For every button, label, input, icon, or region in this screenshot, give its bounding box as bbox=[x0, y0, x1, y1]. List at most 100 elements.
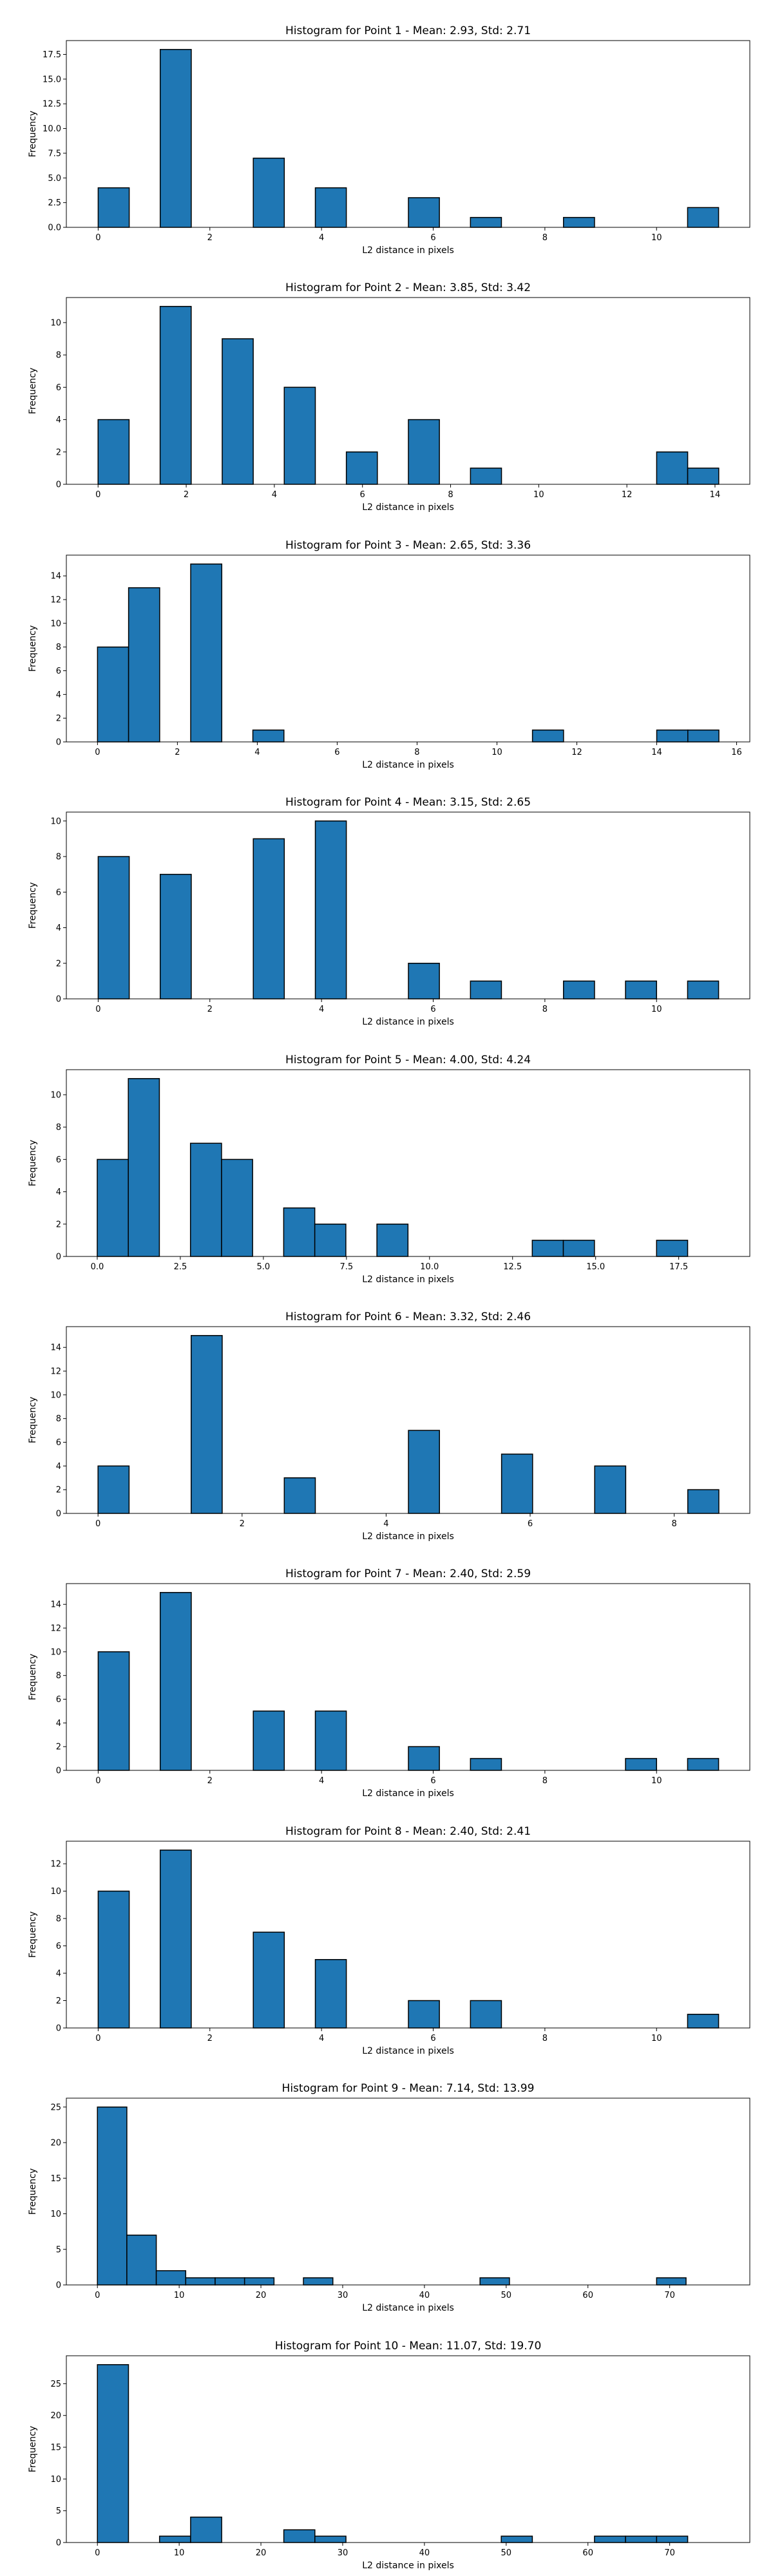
x-tick-label: 6 bbox=[334, 748, 339, 757]
y-tick-label: 4 bbox=[56, 923, 61, 933]
histogram-bar bbox=[128, 587, 160, 743]
chart-point-8: Histogram for Point 8 - Mean: 2.40, Std:… bbox=[28, 1825, 750, 2056]
y-tick-label: 0 bbox=[56, 2281, 61, 2291]
chart-title: Histogram for Point 6 - Mean: 3.32, Std:… bbox=[285, 1311, 531, 1323]
histogram-bar bbox=[159, 306, 192, 485]
x-tick-label: 0 bbox=[95, 233, 100, 243]
y-axis-label: Frequency bbox=[28, 1397, 38, 1443]
y-tick-label: 8 bbox=[56, 853, 61, 862]
histogram-bar bbox=[155, 2270, 187, 2286]
histogram-bar bbox=[159, 1850, 192, 2029]
bars bbox=[97, 820, 720, 999]
y-tick-label: 2 bbox=[56, 1220, 61, 1229]
histogram-bar bbox=[470, 980, 502, 999]
y-tick-label: 6 bbox=[56, 1942, 61, 1951]
y-tick-label: 6 bbox=[56, 1438, 61, 1448]
x-tick-label: 10 bbox=[651, 2034, 662, 2043]
histogram-bar bbox=[656, 2535, 689, 2543]
y-tick-label: 0 bbox=[56, 738, 61, 748]
y-tick-label: 8 bbox=[56, 1123, 61, 1133]
histogram-bar bbox=[408, 197, 440, 228]
y-tick-label: 25 bbox=[50, 2103, 61, 2112]
y-tick-label: 5 bbox=[56, 2245, 61, 2255]
histogram-bar bbox=[687, 468, 720, 485]
chart-title: Histogram for Point 3 - Mean: 2.65, Std:… bbox=[285, 539, 531, 552]
x-tick-label: 20 bbox=[256, 2291, 267, 2300]
histogram-bar bbox=[283, 2529, 316, 2543]
y-tick-label: 10 bbox=[50, 1647, 61, 1657]
histogram-bar bbox=[252, 729, 285, 743]
histogram-bar bbox=[687, 1489, 720, 1514]
x-tick-label: 10 bbox=[651, 1776, 662, 1786]
y-tick-label: 14 bbox=[50, 1343, 61, 1353]
histogram-bar bbox=[97, 419, 130, 485]
y-axis-label: Frequency bbox=[28, 2168, 38, 2215]
x-tick-label: 2 bbox=[207, 1005, 213, 1014]
y-tick-label: 4 bbox=[56, 690, 61, 700]
histogram-bar bbox=[479, 2277, 510, 2286]
histogram-bar bbox=[253, 157, 285, 228]
histogram-bar bbox=[376, 1224, 409, 1257]
chart-point-6: Histogram for Point 6 - Mean: 3.32, Std:… bbox=[28, 1311, 750, 1542]
histogram-bar bbox=[159, 1592, 192, 1771]
histogram-bar bbox=[408, 1430, 440, 1514]
histogram-bar bbox=[190, 564, 223, 743]
histogram-bar bbox=[97, 187, 130, 228]
x-tick-label: 12 bbox=[622, 490, 633, 500]
bars bbox=[97, 564, 720, 743]
x-tick-label: 16 bbox=[731, 748, 742, 757]
x-axis-label: L2 distance in pixels bbox=[362, 502, 454, 513]
axes-frame bbox=[66, 297, 750, 485]
histogram-bar bbox=[562, 1240, 595, 1257]
y-tick-label: 4 bbox=[56, 1969, 61, 1979]
x-tick-label: 10.0 bbox=[420, 1262, 439, 1272]
axes-frame bbox=[66, 1841, 750, 2029]
axes-frame bbox=[66, 40, 750, 228]
x-tick-label: 6 bbox=[360, 490, 365, 500]
x-tick-label: 0 bbox=[95, 1005, 100, 1014]
histogram-bar bbox=[253, 1931, 285, 2029]
x-tick-label: 0 bbox=[95, 2034, 100, 2043]
x-tick-label: 30 bbox=[338, 2548, 348, 2558]
histogram-bar bbox=[97, 1465, 130, 1514]
histogram-bar bbox=[470, 468, 502, 485]
x-tick-label: 0 bbox=[95, 748, 100, 757]
x-tick-label: 40 bbox=[419, 2291, 430, 2300]
axes-frame bbox=[66, 2098, 750, 2286]
y-tick-label: 0 bbox=[56, 995, 61, 1005]
x-tick-label: 4 bbox=[383, 1519, 388, 1529]
x-axis-label: L2 distance in pixels bbox=[362, 1788, 454, 1799]
x-tick-label: 2 bbox=[184, 490, 189, 500]
x-tick-label: 10 bbox=[651, 1005, 662, 1014]
y-tick-label: 6 bbox=[56, 1695, 61, 1705]
x-tick-label: 2 bbox=[207, 1776, 213, 1786]
y-tick-label: 20 bbox=[50, 2139, 61, 2148]
y-tick-label: 0 bbox=[56, 2539, 61, 2548]
y-tick-label: 10 bbox=[50, 1090, 61, 1100]
bars bbox=[97, 1078, 689, 1257]
y-axis-label: Frequency bbox=[28, 1911, 38, 1958]
histogram-bar bbox=[97, 1651, 130, 1771]
x-tick-label: 15.0 bbox=[586, 1262, 605, 1272]
x-tick-label: 5.0 bbox=[257, 1262, 271, 1272]
x-tick-label: 8 bbox=[542, 233, 548, 243]
chart-title: Histogram for Point 2 - Mean: 3.85, Std:… bbox=[285, 281, 531, 294]
chart-title: Histogram for Point 10 - Mean: 11.07, St… bbox=[275, 2340, 542, 2353]
y-tick-label: 2 bbox=[56, 959, 61, 969]
x-tick-label: 10 bbox=[174, 2548, 185, 2558]
histogram-bar bbox=[625, 980, 657, 999]
x-tick-label: 0 bbox=[95, 1776, 100, 1786]
histogram-bar bbox=[656, 2277, 687, 2286]
histogram-bar bbox=[222, 338, 254, 485]
chart-point-5: Histogram for Point 5 - Mean: 4.00, Std:… bbox=[28, 1054, 750, 1285]
histogram-bar bbox=[221, 1159, 253, 1257]
y-tick-label: 0 bbox=[56, 1766, 61, 1776]
axes-frame bbox=[66, 811, 750, 999]
histogram-bar bbox=[408, 1746, 440, 1771]
x-tick-label: 70 bbox=[664, 2291, 675, 2300]
x-tick-label: 4 bbox=[254, 748, 260, 757]
chart-point-2: Histogram for Point 2 - Mean: 3.85, Std:… bbox=[28, 281, 750, 513]
histogram-bar bbox=[531, 1240, 564, 1257]
histogram-bar bbox=[687, 1757, 720, 1771]
y-tick-label: 2.5 bbox=[48, 198, 61, 208]
